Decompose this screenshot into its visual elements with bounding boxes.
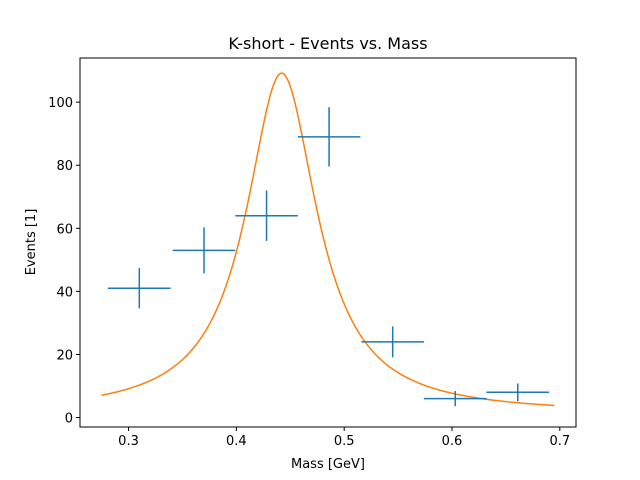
- x-tick-label: 0.4: [226, 434, 247, 449]
- x-tick-label: 0.5: [334, 434, 355, 449]
- axes-frame: [79, 57, 577, 428]
- x-tick-label: 0.7: [549, 434, 570, 449]
- y-tick-label: 100: [48, 96, 73, 111]
- data-point-6: [423, 391, 487, 407]
- data-point-4: [297, 107, 361, 167]
- y-axis-label: Events [1]: [24, 209, 39, 276]
- chart-title: K-short - Events vs. Mass: [228, 34, 427, 53]
- y-tick-label: 40: [56, 285, 73, 300]
- y-axis: 0 20 40 60 80 100: [48, 96, 80, 427]
- data-point-3: [235, 190, 298, 241]
- plot-area: [101, 72, 555, 407]
- data-point-7: [486, 383, 550, 402]
- y-tick-label: 0: [65, 412, 73, 427]
- y-tick-label: 20: [56, 348, 73, 363]
- x-axis-label: Mass [GeV]: [291, 457, 365, 472]
- x-tick-label: 0.6: [442, 434, 463, 449]
- x-tick-label: 0.3: [118, 434, 139, 449]
- data-point-5: [361, 326, 424, 358]
- y-tick-label: 80: [56, 159, 73, 174]
- x-axis: 0.3 0.4 0.5 0.6 0.7: [118, 427, 570, 449]
- y-tick-label: 60: [56, 222, 73, 237]
- data-point-2: [172, 227, 236, 274]
- data-point-1: [108, 268, 171, 309]
